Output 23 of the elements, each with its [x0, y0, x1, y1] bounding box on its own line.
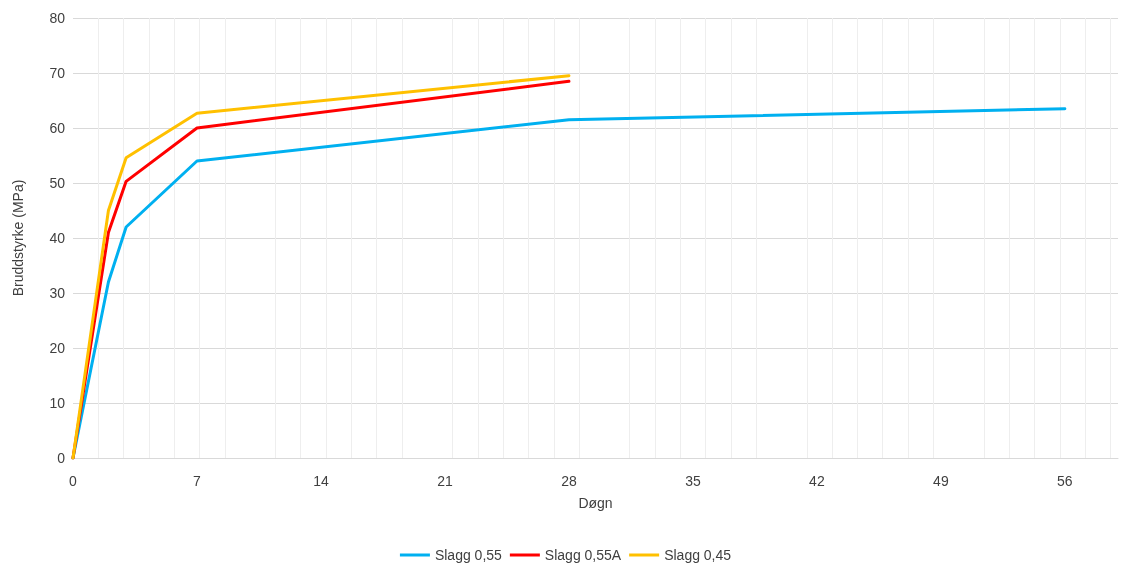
legend-label: Slagg 0,55A — [544, 547, 622, 563]
y-tick-label: 50 — [49, 175, 66, 191]
y-tick-label: 30 — [49, 285, 66, 301]
x-tick-label: 14 — [313, 473, 329, 489]
y-tick-label: 10 — [49, 395, 66, 411]
legend-label: Slagg 0,45 — [664, 547, 732, 563]
x-tick-label: 21 — [437, 473, 453, 489]
y-axis-title: Bruddstyrke (MPa) — [10, 179, 26, 297]
x-tick-label: 56 — [1057, 473, 1073, 489]
x-tick-label: 42 — [809, 473, 825, 489]
x-axis-title: Døgn — [578, 495, 613, 511]
x-tick-label: 28 — [561, 473, 577, 489]
x-tick-label: 49 — [933, 473, 949, 489]
y-tick-label: 40 — [49, 230, 66, 246]
y-tick-label: 80 — [49, 10, 66, 26]
y-tick-label: 20 — [49, 340, 66, 356]
x-tick-label: 7 — [193, 473, 202, 489]
x-tick-label: 35 — [685, 473, 701, 489]
y-tick-label: 60 — [49, 120, 66, 136]
legend-label: Slagg 0,55 — [434, 547, 503, 563]
y-tick-label: 70 — [49, 65, 66, 81]
y-tick-label: 0 — [57, 450, 66, 466]
x-tick-label: 0 — [69, 473, 78, 489]
